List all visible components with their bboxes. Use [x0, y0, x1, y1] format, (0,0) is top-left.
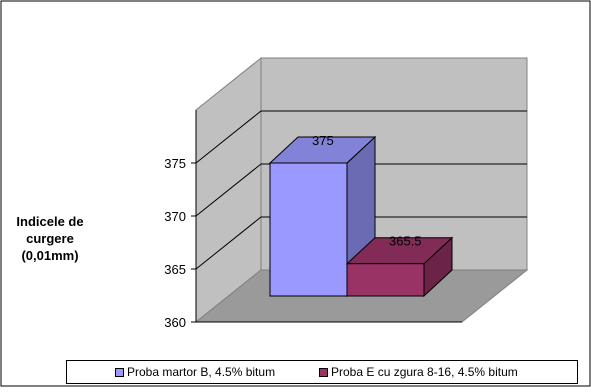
y-tick-label: 375	[164, 156, 186, 171]
legend-item-2: Proba E cu zgura 8-16, 4.5% bitum	[319, 361, 518, 383]
data-label-2: 365.5	[389, 234, 422, 249]
legend-label-2: Proba E cu zgura 8-16, 4.5% bitum	[331, 365, 518, 379]
legend-label-1: Proba martor B, 4.5% bitum	[127, 365, 276, 379]
y-tick-label: 360	[164, 315, 186, 330]
y-tick-label: 370	[164, 209, 186, 224]
gridline	[195, 110, 527, 164]
bar-front	[269, 162, 348, 297]
gridlines	[195, 110, 527, 270]
data-label-1: 375	[312, 133, 334, 148]
legend-swatch-2	[319, 367, 328, 377]
bar-2: 365.5	[345, 234, 454, 298]
bar-front	[346, 263, 425, 297]
legend-item-1: Proba martor B, 4.5% bitum	[115, 361, 275, 383]
y-tick-label: 365	[164, 262, 186, 277]
bars: 375 365.5	[268, 133, 454, 298]
gridline	[195, 216, 527, 270]
y-axis-title: Indicele de curgere (0,01mm)	[16, 214, 84, 263]
legend-swatch-1	[115, 367, 124, 377]
legend: Proba martor B, 4.5% bitum Proba E cu zg…	[66, 360, 578, 384]
gridline	[195, 163, 527, 217]
y-axis-ticks: 360 365 370 375	[164, 110, 462, 330]
